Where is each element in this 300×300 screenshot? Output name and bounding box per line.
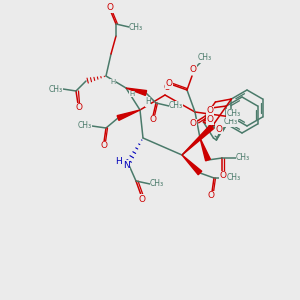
Text: O: O bbox=[149, 116, 157, 124]
Text: H: H bbox=[129, 91, 135, 97]
Text: O: O bbox=[206, 116, 213, 124]
Text: CH₃: CH₃ bbox=[78, 122, 92, 130]
Text: O: O bbox=[106, 4, 113, 13]
Text: CH₃: CH₃ bbox=[227, 173, 241, 182]
Text: O: O bbox=[190, 65, 196, 74]
Text: H: H bbox=[110, 79, 116, 85]
Text: O: O bbox=[100, 142, 107, 151]
Text: CH₃: CH₃ bbox=[236, 154, 250, 163]
Text: O: O bbox=[76, 103, 82, 112]
Polygon shape bbox=[126, 88, 147, 95]
Text: CH₃: CH₃ bbox=[129, 22, 143, 32]
Text: CH₃: CH₃ bbox=[223, 118, 238, 127]
Text: O: O bbox=[220, 172, 226, 181]
Text: O: O bbox=[208, 191, 214, 200]
Polygon shape bbox=[200, 138, 210, 161]
Text: CH₃: CH₃ bbox=[226, 110, 241, 118]
Text: O: O bbox=[139, 194, 145, 203]
Text: CH₃: CH₃ bbox=[198, 53, 212, 62]
Polygon shape bbox=[182, 125, 213, 155]
Text: H: H bbox=[115, 157, 122, 166]
Text: O: O bbox=[207, 106, 214, 115]
Text: CH₃: CH₃ bbox=[150, 179, 164, 188]
Text: N: N bbox=[123, 160, 129, 169]
Text: O: O bbox=[216, 124, 223, 134]
Polygon shape bbox=[117, 110, 140, 120]
Text: O: O bbox=[166, 80, 172, 88]
Text: O: O bbox=[164, 83, 170, 92]
Text: O: O bbox=[190, 119, 197, 128]
Polygon shape bbox=[182, 155, 202, 175]
Text: CH₃: CH₃ bbox=[49, 85, 63, 94]
Text: H: H bbox=[145, 98, 151, 106]
Text: CH₃: CH₃ bbox=[169, 101, 183, 110]
